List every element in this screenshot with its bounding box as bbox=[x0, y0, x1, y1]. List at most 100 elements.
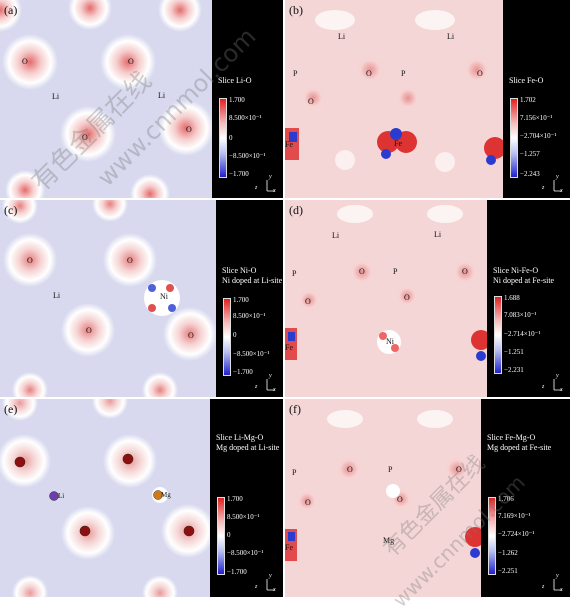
slice-title-d-2: Ni doped at Fe-site bbox=[493, 276, 555, 285]
axis-y-a: y bbox=[269, 174, 272, 180]
atom-label-a-2: O bbox=[128, 57, 134, 66]
slice-title-e-2: Mg doped at Li-site bbox=[216, 443, 280, 452]
panel-label-d: (d) bbox=[289, 203, 303, 217]
colorbar-panel-e: Slice Li-Mg-O Mg doped at Li-site 1.700 … bbox=[210, 399, 283, 597]
atom-label-b-8: Fe bbox=[285, 140, 293, 149]
tick-d-4: −1.251 bbox=[504, 348, 524, 356]
tick-d-5: −2.231 bbox=[504, 366, 524, 374]
axis-z-b: z bbox=[542, 185, 545, 191]
axis-z-d: z bbox=[542, 384, 545, 390]
tick-f-3: −2.724×10⁻¹ bbox=[498, 530, 535, 538]
slice-title-f-2: Mg doped at Fe-site bbox=[487, 443, 552, 452]
axis-z-a: z bbox=[255, 185, 258, 191]
tick-d-3: −2.714×10⁻¹ bbox=[504, 330, 541, 338]
atom-label-b-6: O bbox=[477, 69, 483, 78]
tick-b-1: 1.702 bbox=[520, 96, 536, 104]
panel-b: Li Li P O P O O Fe Fe (b) Slice Fe-O 1.7… bbox=[285, 0, 570, 198]
slice-title-f-1: Slice Fe-Mg-O bbox=[487, 433, 536, 442]
atom-label-b-4: O bbox=[366, 69, 372, 78]
slice-title-a: Slice Li-O bbox=[218, 76, 252, 85]
atom-label-c-1: O bbox=[27, 256, 33, 265]
tick-a-1: 1.700 bbox=[229, 96, 245, 104]
atom-label-b-2: Li bbox=[447, 32, 455, 41]
atom-label-a-5: O bbox=[82, 133, 88, 142]
axis-x-e: x bbox=[273, 587, 276, 593]
atom-label-e-2: Mg bbox=[161, 491, 171, 499]
panel-c: O O Li Ni O O (c) Slice Ni-O Ni doped at… bbox=[0, 200, 283, 397]
atom-label-d-7: O bbox=[305, 297, 311, 306]
atom-label-f-7: Fe bbox=[285, 543, 293, 552]
axes-triad-a: z x y bbox=[255, 174, 277, 194]
atom-label-d-6: O bbox=[462, 267, 468, 276]
tick-f-5: −2.251 bbox=[498, 567, 518, 575]
axis-z-f: z bbox=[542, 584, 545, 590]
tick-b-2: 7.156×10⁻¹ bbox=[520, 114, 553, 122]
tick-e-5: −1.700 bbox=[227, 568, 247, 576]
atom-label-c-5: O bbox=[86, 326, 92, 335]
panel-label-e: (e) bbox=[4, 402, 18, 416]
atom-label-f-2: O bbox=[347, 465, 353, 474]
tick-d-2: 7.083×10⁻¹ bbox=[504, 311, 537, 319]
axis-z-c: z bbox=[255, 384, 258, 390]
axes-triad-f: z x y bbox=[542, 573, 564, 593]
atom-label-d-1: Li bbox=[332, 231, 340, 240]
tick-e-3: 0 bbox=[227, 531, 231, 539]
atom-label-c-3: Li bbox=[53, 291, 61, 300]
atom-label-f-8: Mg bbox=[383, 536, 395, 545]
colorbar-panel-c: Slice Ni-O Ni doped at Li-site 1.700 8.5… bbox=[216, 200, 283, 397]
tick-f-4: −1.262 bbox=[498, 549, 518, 557]
panel-label-c: (c) bbox=[4, 203, 18, 217]
axis-x-f: x bbox=[560, 587, 563, 593]
axis-z-e: z bbox=[255, 584, 258, 590]
axis-x-b: x bbox=[560, 188, 563, 194]
atom-label-d-2: Li bbox=[434, 230, 442, 239]
atom-label-b-7: O bbox=[308, 97, 314, 106]
contour-plot-a: O O Li Li O O (a) bbox=[0, 0, 212, 198]
contour-plot-b: Li Li P O P O O Fe Fe (b) bbox=[285, 0, 503, 198]
atom-label-f-4: O bbox=[456, 465, 462, 474]
axis-y-d: y bbox=[556, 373, 559, 379]
axis-y-c: y bbox=[269, 373, 272, 379]
panel-a: O O Li Li O O (a) Slice Li-O 1.700 8.500… bbox=[0, 0, 283, 198]
colorbar-d bbox=[494, 296, 502, 374]
tick-a-2: 8.500×10⁻¹ bbox=[229, 114, 262, 122]
contour-plot-e: Li Mg (e) bbox=[0, 399, 210, 597]
axis-y-f: y bbox=[556, 573, 559, 579]
contour-plot-d: Li Li P O P O O O Fe Ni (d) bbox=[285, 200, 487, 397]
slice-title-b: Slice Fe-O bbox=[509, 76, 544, 85]
axis-x-a: x bbox=[273, 188, 276, 194]
atom-label-e-1: Li bbox=[58, 492, 65, 500]
panel-e: Li Mg (e) Slice Li-Mg-O Mg doped at Li-s… bbox=[0, 399, 283, 597]
panel-label-f: (f) bbox=[289, 402, 301, 416]
tick-e-2: 8.500×10⁻¹ bbox=[227, 513, 260, 521]
atom-label-d-3: P bbox=[292, 269, 297, 278]
axes-triad-d: z x y bbox=[542, 373, 564, 393]
atom-label-d-9: Fe bbox=[285, 343, 293, 352]
tick-c-3: 0 bbox=[233, 331, 237, 339]
tick-a-5: −1.700 bbox=[229, 170, 249, 178]
slice-title-d-1: Slice Ni-Fe-O bbox=[493, 266, 539, 275]
atom-label-a-6: O bbox=[186, 125, 192, 134]
axis-y-b: y bbox=[556, 174, 559, 180]
atom-label-b-5: P bbox=[401, 69, 406, 78]
slice-title-e-1: Slice Li-Mg-O bbox=[216, 433, 264, 442]
colorbar-a bbox=[219, 98, 227, 178]
tick-c-2: 8.500×10⁻¹ bbox=[233, 312, 266, 320]
slice-title-c-1: Slice Ni-O bbox=[222, 266, 257, 275]
slice-title-c-2: Ni doped at Li-site bbox=[222, 276, 283, 285]
atom-label-a-3: Li bbox=[52, 92, 60, 101]
colorbar-b bbox=[510, 98, 518, 178]
panel-label-b: (b) bbox=[289, 3, 303, 17]
tick-b-4: −1.257 bbox=[520, 150, 540, 158]
atom-label-a-1: O bbox=[22, 57, 28, 66]
atom-label-c-6: O bbox=[188, 331, 194, 340]
tick-c-4: −8.500×10⁻¹ bbox=[233, 350, 270, 358]
tick-b-3: −2.704×10⁻¹ bbox=[520, 132, 557, 140]
atom-label-f-1: P bbox=[292, 468, 297, 477]
panel-label-a: (a) bbox=[4, 3, 18, 17]
colorbar-panel-d: Slice Ni-Fe-O Ni doped at Fe-site 1.688 … bbox=[487, 200, 570, 397]
colorbar-panel-a: Slice Li-O 1.700 8.500×10⁻¹ 0 −8.500×10⁻… bbox=[212, 0, 283, 198]
contour-plot-c: O O Li Ni O O (c) bbox=[0, 200, 216, 397]
colorbar-panel-b: Slice Fe-O 1.702 7.156×10⁻¹ −2.704×10⁻¹ … bbox=[503, 0, 570, 198]
atom-label-b-9: Fe bbox=[394, 139, 402, 148]
